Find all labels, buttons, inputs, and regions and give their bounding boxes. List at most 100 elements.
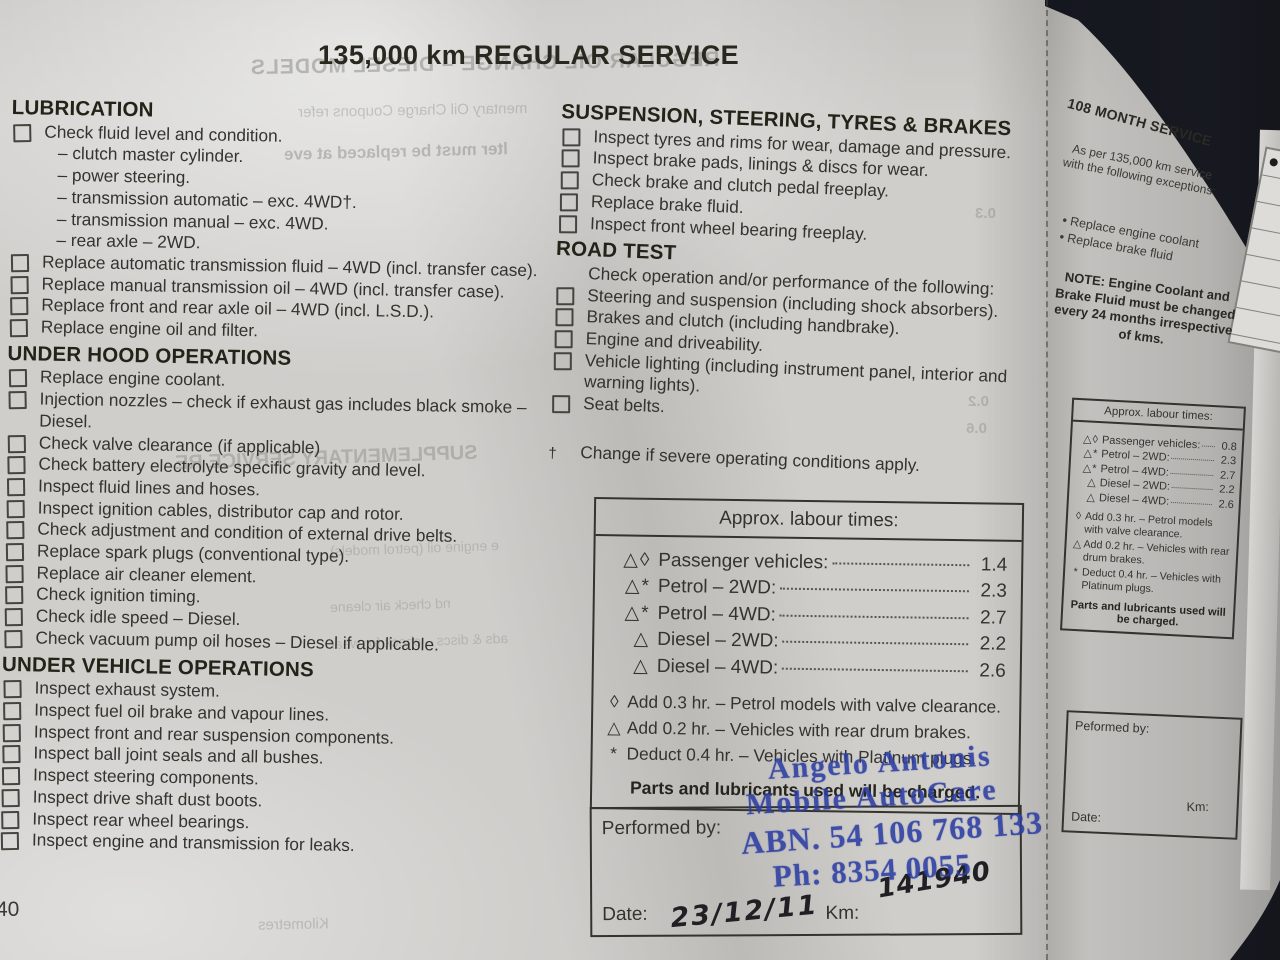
labour-times-box: Approx. labour times: △◊ Passenger vehic…	[589, 497, 1025, 815]
dotted-leader	[1171, 457, 1215, 462]
checkbox[interactable]	[1, 767, 21, 786]
left-column: LUBRICATION Check fluid level and condit…	[0, 92, 550, 860]
footnote: * Deduct 0.4 hr. – Vehicles with Platinu…	[600, 741, 1010, 773]
row-text: LUBRICATION	[11, 95, 154, 122]
row-text: Inspect exhaust system.	[34, 677, 221, 702]
checkbox[interactable]	[3, 701, 22, 721]
handwritten-date: 23/12/11	[669, 889, 820, 935]
checkbox[interactable]	[2, 723, 21, 742]
row-value: 2.6	[1218, 497, 1235, 511]
checkbox[interactable]	[5, 543, 25, 562]
checkbox[interactable]	[559, 193, 578, 212]
labour-times-footnotes: ◊ Add 0.3 hr. – Petrol models with valve…	[1064, 508, 1238, 603]
row-text: Seat belts.	[582, 393, 666, 417]
checkbox[interactable]	[560, 171, 579, 190]
row-symbols: △	[633, 655, 650, 677]
checkbox[interactable]	[13, 123, 32, 143]
checkbox[interactable]	[1, 810, 20, 829]
checkbox[interactable]	[3, 680, 22, 699]
ghost-text: Kilometres	[257, 915, 330, 934]
footnote-text: Add 0.2 hr. – Vehicles with rear drum br…	[626, 717, 971, 743]
dotted-leader	[782, 667, 968, 672]
stub-intro: As per 135,000 km service with the follo…	[1061, 141, 1217, 199]
checkbox[interactable]	[5, 586, 24, 605]
row-value: 2.3	[1220, 454, 1237, 468]
row-label: Diesel – 4WD:	[656, 655, 779, 679]
row-symbols: △	[633, 628, 651, 650]
row-text: Replace engine coolant.	[39, 366, 226, 391]
checkbox[interactable]	[2, 745, 21, 764]
row-value: 2.3	[980, 580, 1008, 602]
row-text: Inspect engine and transmission for leak…	[31, 829, 355, 856]
row-symbols: △*	[624, 575, 652, 597]
performed-by-label: Peformed by:	[1074, 718, 1150, 736]
middle-column: SUSPENSION, STEERING, TYRES & BRAKES Ins…	[548, 96, 1024, 482]
checkbox[interactable]	[555, 308, 574, 327]
row-symbols: △	[1086, 491, 1097, 504]
checkbox[interactable]	[7, 434, 27, 453]
row-text: Replace engine oil and filter.	[40, 316, 259, 341]
page-title: 135,000 km REGULAR SERVICE	[318, 40, 740, 70]
dagger-mark: †	[547, 444, 557, 462]
dotted-leader	[832, 561, 970, 566]
performed-by-box: Performed by: 141940 Date: 23/12/11 Km:	[589, 804, 1023, 938]
row-value: 2.6	[979, 659, 1006, 682]
stub-labour-times-box: Approx. labour times: △◊ Passenger vehic…	[1060, 397, 1246, 639]
checkbox[interactable]	[10, 253, 30, 273]
footnote-text: Deduct 0.4 hr. – Vehicles with Platinum …	[1081, 566, 1222, 595]
checkbox[interactable]	[6, 477, 26, 497]
handwritten-km: 141940	[875, 856, 994, 905]
checkbox[interactable]	[561, 149, 580, 168]
row-symbols: △◊	[623, 548, 652, 571]
checkbox[interactable]	[1, 788, 20, 808]
dotted-leader	[779, 614, 969, 619]
km-label: Km:	[1186, 799, 1209, 815]
row-value: 2.2	[979, 633, 1007, 655]
checkbox[interactable]	[8, 391, 27, 410]
checkbox[interactable]	[0, 832, 20, 851]
checkbox[interactable]	[559, 214, 578, 233]
checkbox[interactable]	[5, 564, 24, 584]
dotted-leader	[1170, 472, 1214, 476]
row-value: 0.8	[1221, 439, 1238, 453]
checkbox[interactable]	[7, 456, 26, 475]
checkbox[interactable]	[562, 128, 581, 147]
row-symbols: △*	[1083, 447, 1099, 461]
footnote-symbol: ◊	[609, 691, 619, 712]
perforation-dashed-line	[1046, 0, 1048, 960]
checkbox[interactable]	[8, 369, 28, 388]
checkbox[interactable]	[6, 521, 25, 540]
row-value: 2.2	[1218, 483, 1235, 497]
row-value: 2.7	[979, 606, 1007, 629]
row-text: – rear axle – 2WD.	[56, 230, 201, 253]
date-km-row: Date: 23/12/11 Km:	[602, 890, 1008, 935]
checkbox[interactable]	[553, 351, 572, 370]
checkbox[interactable]	[4, 629, 23, 649]
labour-times-footnotes: ◊ Add 0.3 hr. – Petrol models with valve…	[592, 689, 1019, 775]
stub-performed-by-box: Peformed by: Date: Km:	[1061, 710, 1243, 840]
labour-times-rows: △◊ Passenger vehicles: 1.4 △* Petrol – 2…	[594, 536, 1022, 682]
dotted-leader	[1202, 444, 1215, 447]
checkbox[interactable]	[9, 319, 29, 338]
labour-time-row: △ Diesel – 4WD: 2.6	[594, 650, 1020, 682]
row-text: – power steering.	[57, 164, 191, 188]
checkbox[interactable]	[554, 330, 573, 349]
checkbox[interactable]	[556, 286, 575, 305]
labour-times-title: Approx. labour times:	[595, 499, 1023, 542]
row-symbols: △*	[1082, 461, 1098, 475]
checkbox[interactable]	[10, 275, 29, 294]
labour-times-rows: △◊ Passenger vehicles: 0.8 △* Petrol – 2…	[1069, 422, 1243, 511]
row-text: Change if severe operating conditions ap…	[579, 441, 921, 475]
page-number: 40	[0, 898, 20, 921]
checkbox[interactable]	[4, 608, 23, 627]
checkbox[interactable]	[6, 499, 25, 518]
checkbox[interactable]	[552, 395, 571, 414]
row-value: 2.7	[1219, 468, 1236, 482]
dotted-leader	[1171, 501, 1212, 505]
row-symbols: △◊	[1082, 432, 1100, 446]
footnote-text: Deduct 0.4 hr. – Vehicles with Platinum …	[626, 743, 977, 769]
date-label: Date:	[1070, 809, 1102, 825]
checkbox[interactable]	[10, 297, 29, 316]
date-label: Date:	[602, 903, 648, 926]
